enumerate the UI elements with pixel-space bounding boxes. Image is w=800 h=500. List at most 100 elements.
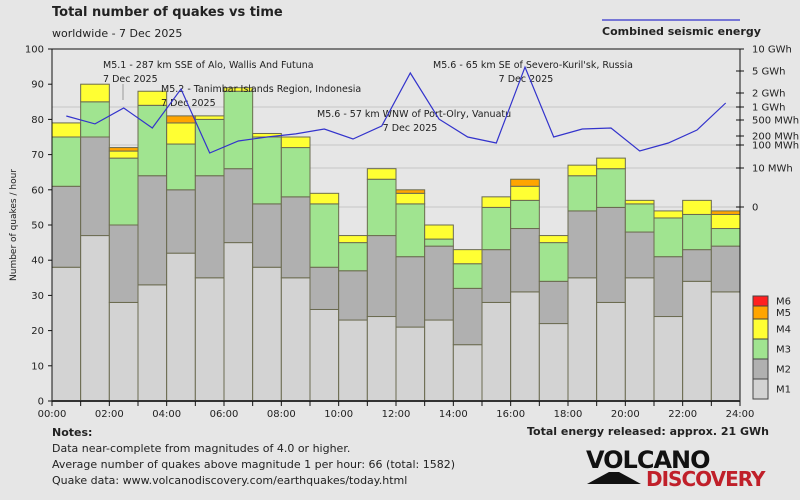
bar-m1-08 bbox=[280, 277, 311, 402]
bar-m1-00 bbox=[51, 266, 82, 402]
bar-m2-18 bbox=[567, 210, 598, 279]
annotation-text: M5.1 - 287 km SSE of Alo, Wallis And Fut… bbox=[103, 60, 314, 71]
bar-m1-21 bbox=[653, 316, 684, 402]
legend-swatch-m1 bbox=[752, 378, 769, 400]
annotation-text: M5.6 - 65 km SE of Severo-Kuril'sk, Russ… bbox=[433, 60, 633, 71]
x-tick-label: 10:00 bbox=[324, 409, 353, 420]
bar-m4-02 bbox=[108, 150, 139, 159]
bar-m4-08 bbox=[280, 136, 311, 149]
y-tick-label: 80 bbox=[31, 115, 44, 126]
y-tick-label: 50 bbox=[31, 221, 44, 232]
annotation-date: 7 Dec 2025 bbox=[499, 74, 554, 85]
legend-swatch-m5 bbox=[752, 305, 769, 320]
legend-label-m5: M5 bbox=[776, 308, 791, 319]
bar-m1-16 bbox=[510, 291, 540, 402]
annotation-date: 7 Dec 2025 bbox=[103, 74, 158, 85]
bar-m4-00 bbox=[51, 122, 82, 138]
y-tick-label: 20 bbox=[31, 326, 44, 337]
bar-m3-09 bbox=[309, 203, 340, 268]
energy-tick-label: 0 bbox=[752, 203, 758, 214]
bar-m1-23 bbox=[710, 291, 741, 402]
annotation-text: M5.2 - Tanimbar Islands Region, Indonesi… bbox=[161, 84, 361, 95]
x-tick-label: 16:00 bbox=[496, 409, 525, 420]
logo-volcano: VOLCANO bbox=[586, 446, 710, 474]
bar-m2-15 bbox=[481, 249, 512, 303]
bar-m3-07 bbox=[252, 136, 282, 205]
bar-m2-04 bbox=[166, 189, 196, 254]
legend-label-m4: M4 bbox=[776, 325, 791, 336]
x-tick-label: 20:00 bbox=[611, 409, 640, 420]
bar-m2-12 bbox=[395, 256, 426, 328]
bar-m3-01 bbox=[80, 101, 110, 138]
bar-m2-13 bbox=[424, 245, 454, 321]
total-energy: Total energy released: approx. 21 GWh bbox=[527, 425, 769, 438]
legend-swatch-m4 bbox=[752, 318, 769, 340]
bar-m2-00 bbox=[51, 185, 82, 268]
bar-m2-02 bbox=[108, 224, 139, 303]
bar-m5-16 bbox=[510, 178, 540, 187]
bar-m1-09 bbox=[309, 308, 340, 402]
bar-m3-16 bbox=[510, 199, 540, 230]
x-tick-label: 02:00 bbox=[95, 409, 124, 420]
legend-label-m2: M2 bbox=[776, 365, 791, 376]
bar-m2-03 bbox=[137, 175, 168, 286]
bar-m1-06 bbox=[223, 242, 254, 402]
legend-swatch-m3 bbox=[752, 338, 769, 360]
bar-m4-09 bbox=[309, 192, 340, 205]
bar-m5-04 bbox=[166, 115, 196, 124]
bar-m4-05 bbox=[194, 115, 225, 120]
energy-tick-label: 2 GWh bbox=[752, 89, 786, 100]
y-tick-label: 100 bbox=[25, 45, 44, 56]
bar-m1-07 bbox=[252, 266, 282, 402]
bar-m2-08 bbox=[280, 196, 311, 279]
energy-tick-label: 1 GWh bbox=[752, 103, 786, 114]
bar-m3-17 bbox=[538, 242, 569, 282]
x-tick-label: 14:00 bbox=[439, 409, 468, 420]
volcano-icon bbox=[587, 472, 641, 484]
bar-m4-03 bbox=[137, 90, 168, 106]
y-tick-label: 10 bbox=[31, 361, 44, 372]
bar-m4-10 bbox=[338, 235, 368, 244]
bar-m1-17 bbox=[538, 323, 569, 402]
bar-m1-05 bbox=[194, 277, 225, 402]
bar-m1-03 bbox=[137, 284, 168, 402]
bar-m2-23 bbox=[710, 245, 741, 293]
x-tick-label: 08:00 bbox=[267, 409, 296, 420]
bar-m4-11 bbox=[366, 168, 397, 180]
bar-m3-15 bbox=[481, 206, 512, 251]
bar-m3-19 bbox=[596, 168, 626, 208]
bar-m4-15 bbox=[481, 196, 512, 208]
bar-m1-15 bbox=[481, 301, 512, 402]
bar-m4-19 bbox=[596, 157, 626, 170]
chart-title: Total number of quakes vs time bbox=[52, 5, 283, 20]
legend-label-m3: M3 bbox=[776, 345, 791, 356]
volcanodiscovery-logo: VOLCANO DISCOVERY bbox=[586, 446, 767, 491]
y-tick-label: 70 bbox=[31, 150, 44, 161]
bar-m3-06 bbox=[223, 90, 254, 170]
legend-swatch-m6 bbox=[752, 295, 769, 307]
bar-m4-04 bbox=[166, 122, 196, 145]
bar-m4-20 bbox=[624, 199, 655, 205]
bar-m4-22 bbox=[682, 199, 712, 215]
bar-m2-21 bbox=[653, 256, 684, 318]
x-tick-label: 24:00 bbox=[726, 409, 755, 420]
y-axis-label: Number of quakes / hour bbox=[9, 169, 19, 281]
bar-m2-11 bbox=[366, 235, 397, 318]
bar-m5-02 bbox=[108, 147, 139, 152]
notes-line-2: Average number of quakes above magnitude… bbox=[52, 458, 455, 471]
x-tick-label: 18:00 bbox=[554, 409, 583, 420]
annotation-text: M5.6 - 57 km WNW of Port-Olry, Vanuatu bbox=[317, 109, 511, 120]
bar-m2-10 bbox=[338, 270, 368, 321]
legend-label-m1: M1 bbox=[776, 385, 791, 396]
y-tick-label: 0 bbox=[38, 397, 44, 408]
bar-m2-22 bbox=[682, 249, 712, 282]
bar-m4-01 bbox=[80, 83, 110, 103]
bar-m1-11 bbox=[366, 316, 397, 402]
bar-m2-16 bbox=[510, 228, 540, 293]
bar-m1-02 bbox=[108, 301, 139, 402]
bar-m5-12 bbox=[395, 189, 426, 194]
logo-discovery: DISCOVERY bbox=[646, 467, 766, 491]
bar-m2-01 bbox=[80, 136, 110, 237]
x-tick-label: 06:00 bbox=[210, 409, 239, 420]
notes-line-3[interactable]: Quake data: www.volcanodiscovery.com/ear… bbox=[52, 474, 408, 487]
